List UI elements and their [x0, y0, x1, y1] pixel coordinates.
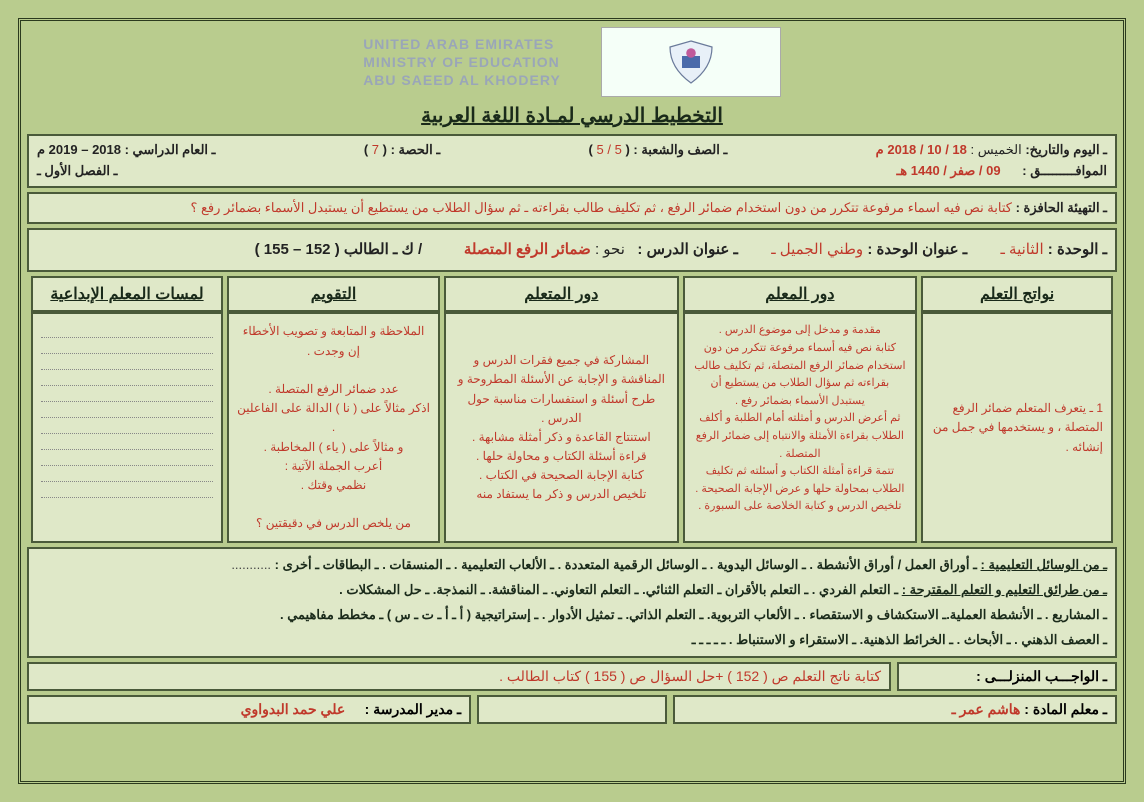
document-frame: UNITED ARAB EMIRATES MINISTRY OF EDUCATI… — [18, 18, 1126, 784]
warmup-text: كتابة نص فيه اسماء مرفوعة تتكرر من دون ا… — [191, 200, 1012, 215]
note-line — [41, 390, 213, 402]
note-line — [41, 342, 213, 354]
school-logo — [601, 27, 781, 97]
td-assessment: الملاحظة و المتابعة و تصويب الأخطاء إن و… — [227, 312, 440, 543]
warmup-box: ـ التهيئة الحافزة : كتابة نص فيه اسماء م… — [27, 192, 1117, 225]
methods-line3: ـ المشاريع . ـ الأنشطة العملية.ـ الاستكش… — [37, 603, 1107, 628]
td-outcomes: 1 ـ يتعرف المتعلم ضمائر الرفع المتصلة ، … — [921, 312, 1113, 543]
note-line — [41, 374, 213, 386]
note-line — [41, 326, 213, 338]
note-line — [41, 454, 213, 466]
homework-row: ـ الواجـــب المنزلـــى : كتابة ناتج التع… — [27, 662, 1117, 691]
ministry-line3: ABU SAEED AL KHODERY — [363, 71, 561, 89]
meta-period: ـ الحصة : ( 7 ) — [364, 140, 440, 161]
note-line — [41, 406, 213, 418]
resources-box: ـ من الوسائل التعليمية : ـ أوراق العمل /… — [27, 547, 1117, 658]
main-title: التخطيط الدرسي لمـادة اللغة العربية — [27, 103, 1117, 128]
homework-text-cell: كتابة ناتج التعلم ص ( 152 ) +حل السؤال ص… — [27, 662, 891, 691]
note-line — [41, 422, 213, 434]
ministry-line2: MINISTRY OF EDUCATION — [363, 53, 561, 71]
shield-icon — [661, 37, 721, 87]
tools-line: ـ من الوسائل التعليمية : ـ أوراق العمل /… — [37, 553, 1107, 578]
plan-table: نواتج التعلم دور المعلم دور المتعلم التق… — [27, 276, 1117, 543]
note-line — [41, 486, 213, 498]
methods-line4: ـ العصف الذهني . ـ الأبحاث . ـ الخرائط ا… — [37, 628, 1107, 653]
meta-hijri: الموافـــــــــق : 09 / صفر / 1440 هـ — [896, 161, 1107, 182]
meta-year: ـ العام الدراسي : 2018 – 2019 م — [37, 140, 215, 161]
homework-label-cell: ـ الواجـــب المنزلـــى : — [897, 662, 1117, 691]
note-line — [41, 470, 213, 482]
principal-cell: ـ مدير المدرسة : علي حمد البدواوي — [27, 695, 471, 724]
teacher-cell: ـ معلم المادة : هاشم عمر ـ — [673, 695, 1117, 724]
th-creative: لمسات المعلم الإبداعية — [31, 276, 223, 312]
meta-box: ـ اليوم والتاريخ: الخميس : 18 / 10 / 201… — [27, 134, 1117, 188]
ministry-line1: UNITED ARAB EMIRATES — [363, 35, 561, 53]
td-learner: المشاركة في جميع فقرات الدرس و المناقشة … — [444, 312, 679, 543]
note-line — [41, 358, 213, 370]
th-learner: دور المتعلم — [444, 276, 679, 312]
meta-semester: ـ الفصل الأول ـ — [37, 161, 117, 182]
td-creative — [31, 312, 223, 543]
td-teacher: مقدمة و مدخل إلى موضوع الدرس . كتابة نص … — [683, 312, 918, 543]
signature-row: ـ معلم المادة : هاشم عمر ـ ـ مدير المدرس… — [27, 695, 1117, 724]
methods-line: ـ من طرائق التعليم و التعلم المقترحة : ـ… — [37, 578, 1107, 603]
ministry-text: UNITED ARAB EMIRATES MINISTRY OF EDUCATI… — [363, 35, 561, 90]
note-line — [41, 438, 213, 450]
meta-date: ـ اليوم والتاريخ: الخميس : 18 / 10 / 201… — [876, 140, 1107, 161]
th-teacher: دور المعلم — [683, 276, 918, 312]
meta-grade: ـ الصف والشعبة : ( 5 / 5 ) — [589, 140, 728, 161]
lesson-box: ـ الوحدة : الثانية ـ ـ عنوان الوحدة : وط… — [27, 228, 1117, 272]
header: UNITED ARAB EMIRATES MINISTRY OF EDUCATI… — [27, 27, 1117, 97]
th-assessment: التقويم — [227, 276, 440, 312]
th-outcomes: نواتج التعلم — [921, 276, 1113, 312]
spacer-cell — [477, 695, 667, 724]
warmup-label: ـ التهيئة الحافزة : — [1016, 200, 1107, 215]
